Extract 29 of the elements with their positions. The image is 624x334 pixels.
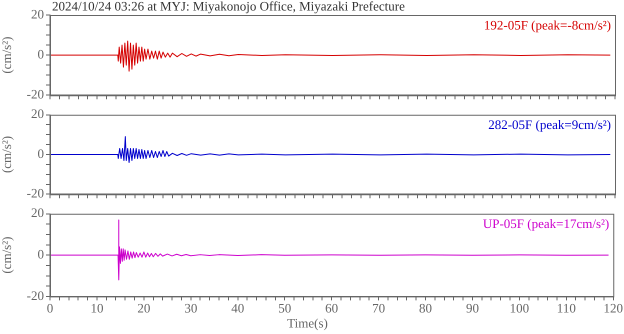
x-tick-label: 30 xyxy=(184,300,198,316)
x-tick-label: 60 xyxy=(325,300,338,316)
y-tick-label: 20 xyxy=(31,205,44,220)
y-axis-title: (cm/s²) xyxy=(0,236,14,274)
x-tick-label: 120 xyxy=(604,300,623,316)
x-tick-label: 10 xyxy=(90,300,104,316)
x-tick-label: 70 xyxy=(372,300,386,316)
y-tick-label: 0 xyxy=(38,146,44,161)
x-tick-label: 20 xyxy=(137,300,150,316)
x-tick-label: 110 xyxy=(556,300,576,316)
y-tick-label: 20 xyxy=(31,106,44,122)
x-tick-label: 80 xyxy=(419,300,432,316)
x-axis-title: Time(s) xyxy=(287,316,328,331)
annotation: UP-05F (peak=17cm/s²) xyxy=(482,216,610,232)
y-axis-title: (cm/s²) xyxy=(0,36,14,74)
y-tick-label: -20 xyxy=(26,186,44,201)
y-tick-label: 0 xyxy=(38,246,44,262)
x-tick-label: 90 xyxy=(466,300,479,316)
y-tick-label: 0 xyxy=(38,46,44,62)
chart-title: 2024/10/24 03:26 at MYJ: Miyakonojo Office, Miyazaki Prefecture xyxy=(52,0,406,14)
x-tick-label: 40 xyxy=(231,300,244,316)
annotation: 282-05F (peak=9cm/s²) xyxy=(488,117,611,132)
annotation: 192-05F (peak=-8cm/s²) xyxy=(484,17,611,32)
x-tick-label: 100 xyxy=(510,300,530,316)
y-tick-label: 20 xyxy=(31,6,44,22)
y-axis-title: (cm/s²) xyxy=(0,136,14,174)
y-tick-label: -20 xyxy=(26,288,44,303)
x-tick-label: 50 xyxy=(278,300,292,316)
y-tick-label: -20 xyxy=(26,86,44,102)
